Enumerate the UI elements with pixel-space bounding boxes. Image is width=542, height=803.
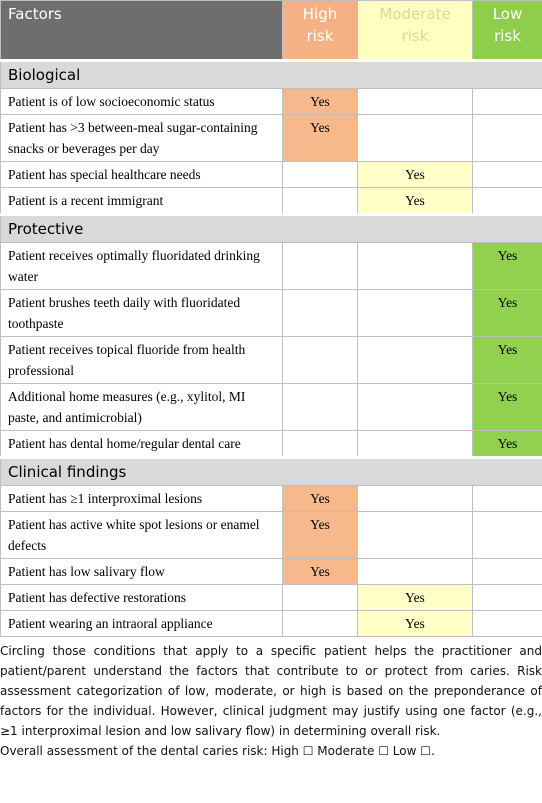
risk-cell: Yes [357,584,473,611]
factor-row: Additional home measures (e.g., xylitol,… [0,383,542,431]
risk-cell: Yes [282,88,358,115]
risk-cell [282,161,358,188]
risk-cell [472,584,542,611]
risk-cell: Yes [472,289,542,337]
factor-row: Patient is a recent immigrant Yes [0,187,542,215]
section-title: Clinical findings [0,456,542,486]
risk-cell: Yes [472,430,542,458]
risk-cell [282,383,358,431]
risk-cell: Yes [472,383,542,431]
factor-row: Patient is of low socioeconomic status Ye… [0,88,542,115]
factor: Patient has active white spot lesions or… [0,511,283,559]
factor: Patient receives topical fluoride from h… [0,336,283,384]
factor-row: Patient has >3 between-meal sugar-contai… [0,114,542,162]
factor: Patient has special healthcare needs [0,161,283,188]
factor-row: Patient has special healthcare needs Yes [0,161,542,188]
risk-cell: Yes [282,511,358,559]
risk-cell [282,610,358,637]
header-cell: Moderate risk [357,0,473,61]
risk-cell [282,336,358,384]
risk-table: Factors High risk Moderate risk Low risk… [0,0,542,637]
risk-cell [282,242,358,290]
risk-cell [357,558,473,585]
risk-cell [282,289,358,337]
factor-row: Patient has dental home/regular dental c… [0,430,542,458]
risk-cell: Yes [282,485,358,512]
notes: Circling those conditions that apply to … [0,637,542,761]
risk-cell: Yes [357,610,473,637]
risk-cell [357,511,473,559]
risk-cell: Yes [472,336,542,384]
section-row: Biological [0,59,542,89]
risk-cell: Yes [357,161,473,188]
factor: Patient wearing an intraoral appliance [0,610,283,637]
note: Circling those conditions that apply to … [0,644,542,738]
risk-cell [357,383,473,431]
risk-cell: Yes [282,114,358,162]
risk-cell [357,114,473,162]
factor: Patient brushes teeth daily with fluorid… [0,289,283,337]
factor: Patient has defective restorations [0,584,283,611]
risk-cell [357,430,473,458]
factor-row: Patient receives topical fluoride from h… [0,336,542,384]
factor-row: Patient has ≥1 interproximal lesions Yes [0,485,542,512]
risk-cell [282,584,358,611]
factor: Patient is of low socioeconomic status [0,88,283,115]
factor: Patient has low salivary flow [0,558,283,585]
risk-cell [357,88,473,115]
risk-cell [472,88,542,115]
factor-row: Patient brushes teeth daily with fluorid… [0,289,542,337]
risk-cell [472,610,542,637]
factor-row: Patient has defective restorations Yes [0,584,542,611]
risk-cell: Yes [357,187,473,215]
risk-cell [282,430,358,458]
risk-cell [472,114,542,162]
factor-row: Patient has low salivary flow Yes [0,558,542,585]
factor: Patient receives optimally fluoridated d… [0,242,283,290]
factor: Patient has >3 between-meal sugar-contai… [0,114,283,162]
factor-row: Patient wearing an intraoral appliance Ye… [0,610,542,637]
factor: Additional home measures (e.g., xylitol,… [0,383,283,431]
factor-row: Patient receives optimally fluoridated d… [0,242,542,290]
risk-cell [472,187,542,215]
risk-cell [357,242,473,290]
header-cell: Factors [0,0,283,61]
factor: Patient is a recent immigrant [0,187,283,215]
risk-cell [282,187,358,215]
section-row: Protective [0,213,542,243]
section-title: Biological [0,59,542,89]
risk-cell [472,485,542,512]
risk-cell [472,511,542,559]
risk-cell [357,336,473,384]
risk-cell [357,289,473,337]
risk-cell: Yes [472,242,542,290]
factor: Patient has dental home/regular dental c… [0,430,283,458]
header-cell: High risk [282,0,358,61]
header-cell: Low risk [472,0,542,61]
note: Overall assessment of the dental caries … [0,744,435,758]
factor: Patient has ≥1 interproximal lesions [0,485,283,512]
risk-cell: Yes [282,558,358,585]
section-row: Clinical findings [0,456,542,486]
risk-cell [472,558,542,585]
risk-cell [357,485,473,512]
risk-cell [472,161,542,188]
header-row: Factors High risk Moderate risk Low risk [0,0,542,61]
section-title: Protective [0,213,542,243]
factor-row: Patient has active white spot lesions or… [0,511,542,559]
